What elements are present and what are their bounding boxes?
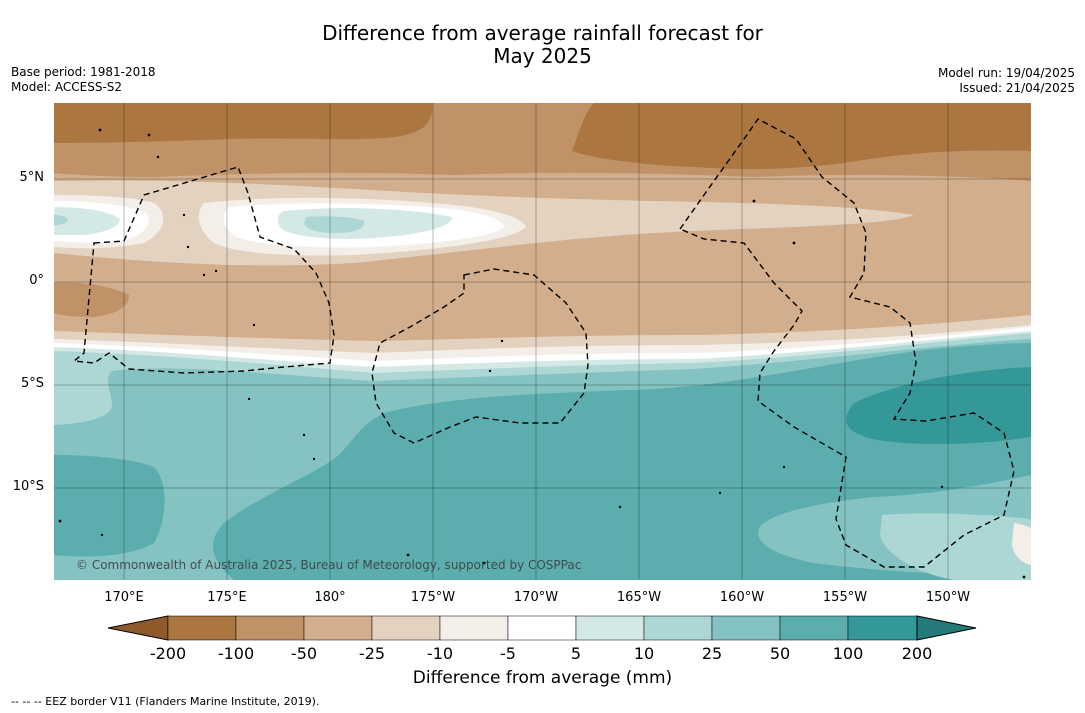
x-tick-label: 160°W bbox=[719, 590, 765, 605]
colorbar-label: 5 bbox=[570, 644, 582, 663]
colorbar-label: -5 bbox=[500, 644, 516, 663]
colorbar-swatch bbox=[643, 615, 713, 641]
anomaly-band-light-teal-se bbox=[880, 513, 1031, 580]
anomaly-band-dark-teal bbox=[846, 367, 1031, 444]
run-info: Model run: 19/04/2025 Issued: 21/04/2025 bbox=[938, 66, 1075, 96]
anomaly-band-teal-west bbox=[54, 455, 165, 557]
y-tick-label: 0° bbox=[29, 273, 44, 288]
y-tick-label: 5°S bbox=[20, 376, 44, 391]
colorbar-swatch bbox=[235, 615, 305, 641]
anomaly-band-dark-brown-ne bbox=[572, 103, 1031, 170]
colorbar-swatch bbox=[167, 615, 237, 641]
colorbar-swatch bbox=[371, 615, 441, 641]
anomaly-band-light-teal-centre bbox=[304, 216, 365, 233]
model-run: Model run: 19/04/2025 bbox=[937, 66, 1075, 80]
colorbar bbox=[108, 615, 977, 641]
colorbar-label: -200 bbox=[149, 644, 187, 663]
graticule bbox=[54, 103, 1031, 580]
colorbar-min-arrow bbox=[108, 615, 169, 641]
x-tick-label: 155°W bbox=[822, 590, 868, 605]
colorbar-swatch bbox=[575, 615, 645, 641]
colorbar-label: 200 bbox=[901, 644, 933, 663]
x-tick-label: 175°E bbox=[207, 590, 247, 605]
colorbar-label: 100 bbox=[832, 644, 864, 663]
anomaly-band-brown-equator-west bbox=[54, 282, 130, 317]
islands bbox=[58, 128, 1026, 579]
y-tick-label: 10°S bbox=[12, 479, 44, 494]
copyright-notice: © Commonwealth of Australia 2025, Bureau… bbox=[76, 558, 582, 572]
issued-date: Issued: 21/04/2025 bbox=[959, 81, 1075, 95]
colorbar-label: 10 bbox=[633, 644, 655, 663]
rainfall-anomaly-map bbox=[54, 103, 1031, 580]
colorbar-swatch bbox=[847, 615, 918, 641]
colorbar-label: -100 bbox=[217, 644, 255, 663]
colorbar-swatch bbox=[711, 615, 781, 641]
model-name: Model: ACCESS-S2 bbox=[11, 80, 123, 94]
colorbar-label: -50 bbox=[290, 644, 318, 663]
colorbar-label: 25 bbox=[701, 644, 723, 663]
map-title-line2: May 2025 bbox=[493, 44, 592, 68]
x-tick-label: 170°W bbox=[513, 590, 559, 605]
colorbar-swatch bbox=[779, 615, 849, 641]
anomaly-band-teal bbox=[213, 343, 1031, 580]
colorbar-swatch bbox=[439, 615, 509, 641]
anomaly-band-dark-brown-nw bbox=[54, 103, 433, 143]
eez-border-west bbox=[72, 166, 335, 374]
colorbar-label: -10 bbox=[426, 644, 454, 663]
map-title-line1: Difference from average rainfall forecas… bbox=[322, 21, 763, 45]
colorbar-swatch bbox=[303, 615, 373, 641]
colorbar-label: 50 bbox=[769, 644, 791, 663]
x-tick-label: 165°W bbox=[616, 590, 662, 605]
x-tick-label: 170°E bbox=[104, 590, 144, 605]
eez-border-east bbox=[678, 118, 1015, 568]
anomaly-band-light-teal-west bbox=[54, 215, 68, 225]
colorbar-swatch bbox=[507, 615, 577, 641]
colorbar-label: -25 bbox=[358, 644, 386, 663]
anomaly-band-offwhite-se bbox=[1012, 523, 1031, 565]
colorbar-title: Difference from average (mm) bbox=[412, 668, 673, 688]
x-tick-label: 175°W bbox=[410, 590, 456, 605]
eez-legend: -- -- -- EEZ border V11 (Flanders Marine… bbox=[11, 695, 320, 708]
y-tick-label: 5°N bbox=[19, 170, 45, 185]
eez-borders bbox=[72, 118, 1015, 568]
anomaly-band-pale-teal-west bbox=[54, 207, 120, 235]
base-period: Base period: 1981-2018 bbox=[11, 65, 156, 79]
x-tick-label: 180° bbox=[314, 590, 346, 605]
x-tick-label: 150°W bbox=[925, 590, 971, 605]
model-info: Base period: 1981-2018 Model: ACCESS-S2 bbox=[11, 65, 156, 95]
colorbar-max-arrow bbox=[916, 615, 977, 641]
